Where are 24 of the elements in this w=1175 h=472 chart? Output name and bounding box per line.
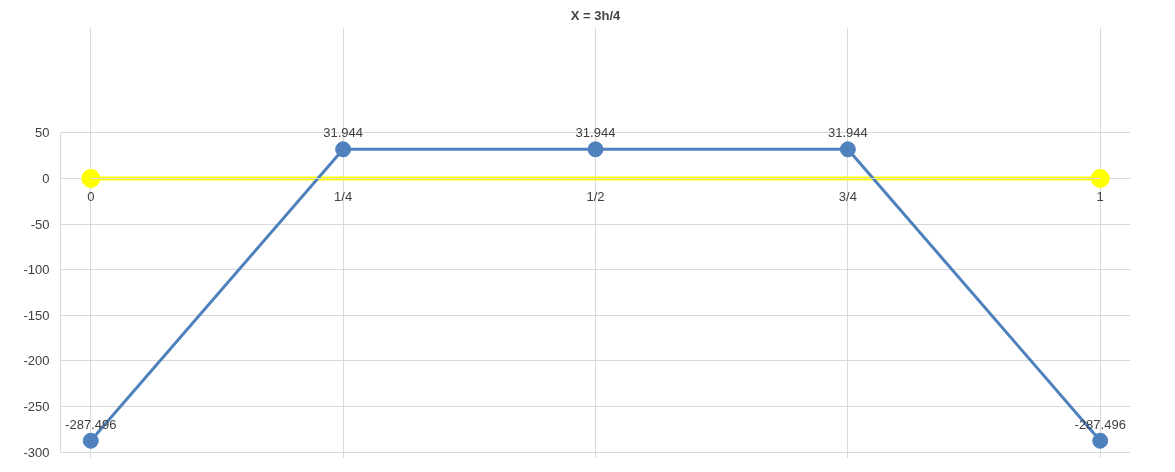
x-tick-label: 1/4 <box>334 189 353 205</box>
data-label: 31.944 <box>827 125 868 141</box>
y-tick-label: -50 <box>30 216 50 232</box>
y-tick-label: -200 <box>23 353 50 369</box>
x-tick-label: 0 <box>87 189 95 205</box>
x-tick-label: 1 <box>1096 189 1104 205</box>
y-tick-label: -100 <box>23 262 50 278</box>
point <box>587 141 604 158</box>
y-tick-label: 0 <box>42 170 50 186</box>
x-tick-label: 1/2 <box>586 189 605 205</box>
point <box>335 141 352 158</box>
point <box>82 432 99 449</box>
y-tick-label: -300 <box>23 444 50 460</box>
y-tick-label: -250 <box>23 399 50 415</box>
point <box>839 141 856 158</box>
point <box>81 168 101 188</box>
data-label: 31.944 <box>323 125 364 141</box>
y-tick-label: 50 <box>35 125 50 141</box>
y-tick-label: -150 <box>23 307 50 323</box>
point <box>1090 168 1110 188</box>
chart-title: X = 3h/4 <box>570 7 622 23</box>
point <box>1092 432 1109 449</box>
data-label: 31.944 <box>575 125 616 141</box>
x-tick-label: 3/4 <box>838 189 857 205</box>
